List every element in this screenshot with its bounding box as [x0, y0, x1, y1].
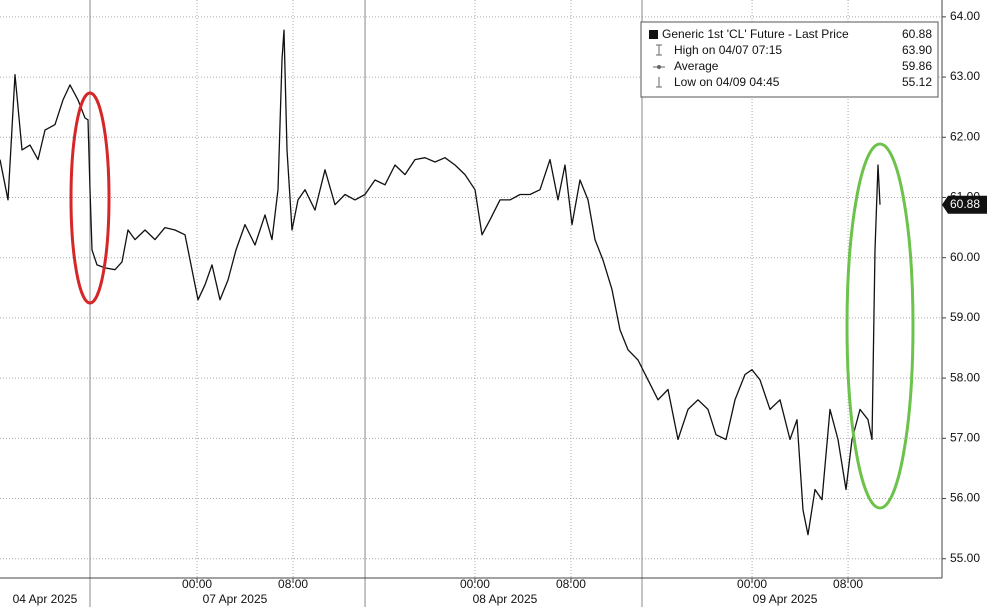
legend-box [640, 21, 939, 98]
legend-label: Low on 04/09 04:45 [674, 75, 780, 89]
legend-swatch [649, 30, 658, 39]
y-tick-label: 64.00 [950, 9, 980, 23]
y-tick-label: 55.00 [950, 551, 980, 565]
highlight-ellipse [845, 142, 915, 510]
x-tick-label: 00:00 [460, 577, 490, 591]
last-price-tag [942, 195, 987, 214]
y-tick-label: 57.00 [950, 430, 980, 444]
legend: Generic 1st 'CL' Future - Last Price 60.… [640, 21, 939, 98]
legend-value: 55.12 [902, 75, 932, 89]
legend-label: High on 04/07 07:15 [674, 43, 782, 57]
price-line [0, 29, 881, 536]
y-tick-label: 63.00 [950, 69, 980, 83]
x-tick-label: 08:00 [278, 577, 308, 591]
legend-label: Average [674, 59, 719, 73]
y-tick-label: 62.00 [950, 129, 980, 143]
legend-value: 59.86 [902, 59, 932, 73]
plot [0, 29, 881, 536]
x-date-label: 07 Apr 2025 [203, 592, 268, 606]
x-tick-label: 00:00 [737, 577, 767, 591]
x-tick-label: 08:00 [833, 577, 863, 591]
legend-title: Generic 1st 'CL' Future - Last Price [662, 27, 849, 41]
y-tick-label: 56.00 [950, 491, 980, 505]
legend-value: 60.88 [902, 27, 932, 41]
x-tick-label: 08:00 [556, 577, 586, 591]
last-price-label: 60.88 [950, 197, 980, 211]
y-tick-label: 60.00 [950, 250, 980, 264]
y-tick-label: 58.00 [950, 370, 980, 384]
x-tick-label: 00:00 [182, 577, 212, 591]
x-date-label: 09 Apr 2025 [753, 592, 818, 606]
y-tick-label: 59.00 [950, 310, 980, 324]
x-date-label: 08 Apr 2025 [473, 592, 538, 606]
legend-icon [656, 44, 662, 56]
x-date-label: 04 Apr 2025 [13, 592, 78, 606]
legend-icon [656, 77, 662, 88]
legend-icon [657, 65, 661, 69]
highlight-ellipse [69, 91, 111, 305]
legend-value: 63.90 [902, 43, 932, 57]
